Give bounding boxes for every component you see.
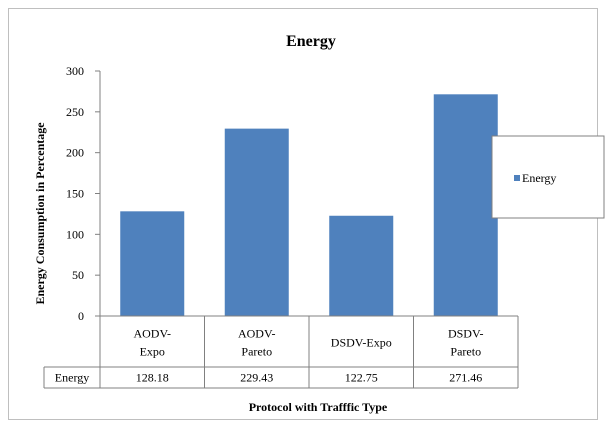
y-axis-ticks: 0 50 100 150 200 250 300 — [66, 64, 100, 323]
table-value: 128.18 — [136, 371, 169, 385]
x-axis-label: Protocol with Trafffic Type — [249, 400, 388, 414]
bar-4 — [433, 94, 498, 316]
category-label: Pareto — [450, 345, 481, 359]
legend-box — [491, 135, 605, 219]
table-series-label: Energy — [55, 371, 89, 385]
legend-label: Energy — [522, 171, 556, 185]
y-tick-label: 50 — [72, 268, 84, 282]
y-tick-label: 0 — [78, 309, 84, 323]
data-table: AODV- Expo AODV- Pareto DSDV-Expo DSDV- Pareto… — [43, 315, 519, 389]
category-label: Pareto — [241, 345, 272, 359]
chart-title: Energy — [286, 33, 336, 50]
y-axis-label: Energy Consumption in Percentage — [33, 122, 47, 305]
category-label: Expo — [140, 345, 165, 359]
bar-3 — [329, 215, 394, 316]
y-tick-label: 200 — [66, 146, 84, 160]
bars-group — [120, 94, 498, 316]
bar-1 — [120, 211, 185, 316]
legend: Energy — [491, 135, 605, 219]
category-label: AODV- — [238, 327, 276, 341]
table-value: 122.75 — [345, 371, 378, 385]
category-label: DSDV- — [448, 327, 484, 341]
bar-2 — [224, 128, 289, 316]
table-value: 229.43 — [240, 371, 273, 385]
y-tick-label: 250 — [66, 105, 84, 119]
category-label: AODV- — [133, 327, 171, 341]
table-value: 271.46 — [449, 371, 482, 385]
legend-swatch — [514, 175, 520, 181]
y-tick-label: 300 — [66, 64, 84, 78]
y-tick-label: 100 — [66, 227, 84, 241]
y-tick-label: 150 — [66, 187, 84, 201]
category-label: DSDV-Expo — [331, 336, 392, 350]
